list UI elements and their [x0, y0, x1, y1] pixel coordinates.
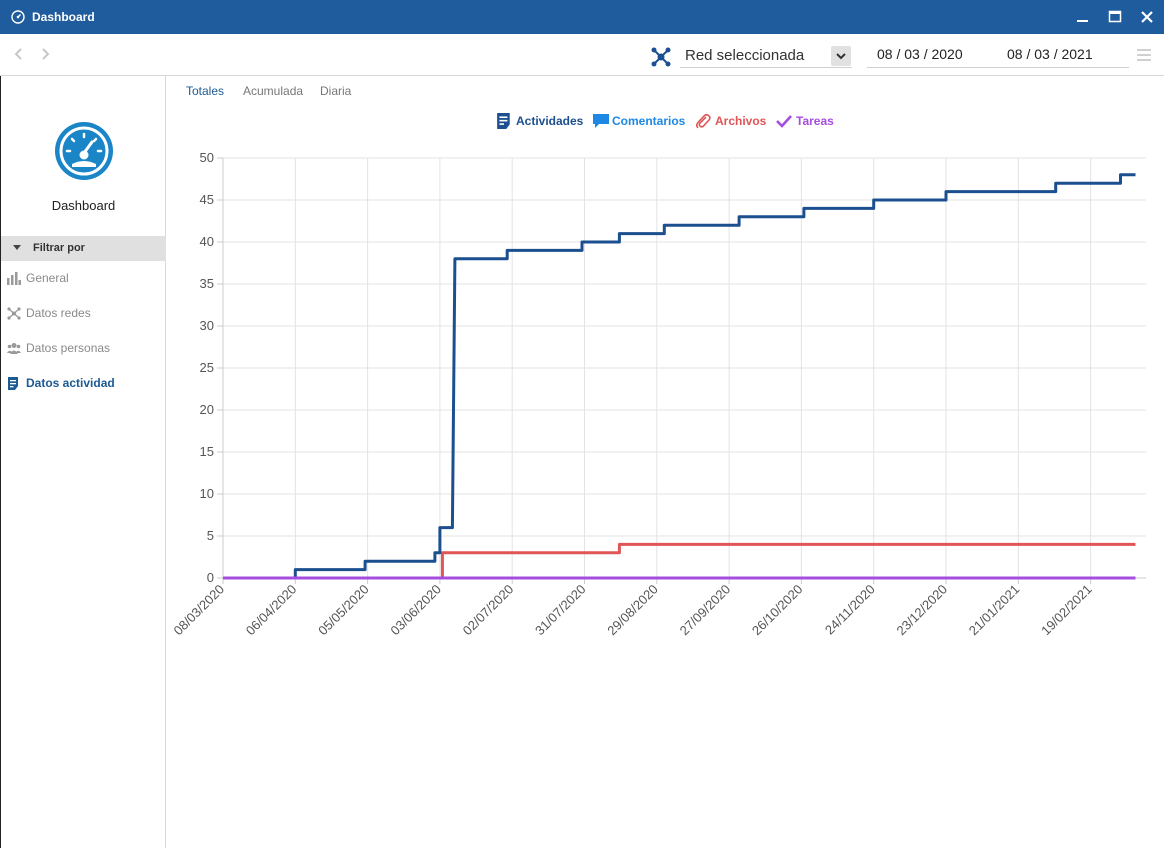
sidebar-item-label: Datos redes [26, 306, 91, 320]
sidebar-item-label: General [26, 271, 69, 285]
filter-header[interactable]: Filtrar por [1, 236, 166, 261]
close-icon[interactable] [1138, 8, 1156, 26]
y-tick-label: 45 [200, 192, 214, 207]
series-line-archivos [223, 542, 1136, 580]
network-select[interactable]: Red seleccionada [680, 44, 852, 68]
network-icon [7, 307, 21, 320]
checkmark-icon [776, 115, 792, 128]
start-date-field[interactable]: 08 / 03 / 2020 [867, 44, 997, 68]
legend-label: Actividades [516, 114, 584, 128]
activity-list-icon [497, 113, 510, 129]
back-arrow-icon[interactable] [12, 46, 26, 62]
sidebar-item-label: Datos personas [26, 341, 111, 355]
legend-label: Archivos [715, 114, 767, 128]
legend-label: Comentarios [612, 114, 686, 128]
x-tick-label: 26/10/2020 [749, 582, 806, 639]
x-tick-label: 21/01/2021 [966, 582, 1023, 639]
x-tick-label: 19/02/2021 [1038, 582, 1095, 639]
toolbar: Red seleccionada 08 / 03 / 2020 08 / 03 … [0, 34, 1164, 76]
y-tick-label: 0 [207, 570, 214, 585]
y-tick-label: 35 [200, 276, 214, 291]
x-tick-label: 29/08/2020 [604, 582, 661, 639]
x-tick-label: 23/12/2020 [893, 582, 950, 639]
sidebar-item-datos-personas[interactable]: Datos personas [7, 339, 162, 359]
y-tick-label: 20 [200, 402, 214, 417]
y-tick-label: 40 [200, 234, 214, 249]
caret-down-icon [13, 245, 21, 250]
dashboard-logo-icon [55, 122, 113, 180]
x-tick-label: 31/07/2020 [532, 582, 589, 639]
series-line-actividades [223, 173, 1136, 580]
y-tick-label: 25 [200, 360, 214, 375]
sidebar: Dashboard Filtrar por General Datos rede… [0, 76, 166, 848]
x-tick-label: 08/03/2020 [170, 582, 227, 639]
title-bar: Dashboard [0, 0, 1164, 34]
y-tick-label: 15 [200, 444, 214, 459]
x-tick-label: 06/04/2020 [243, 582, 300, 639]
x-tick-label: 03/06/2020 [387, 582, 444, 639]
network-select-value: Red seleccionada [685, 47, 805, 64]
sidebar-item-datos-actividad[interactable]: Datos actividad [7, 374, 162, 394]
x-tick-label: 05/05/2020 [315, 582, 372, 639]
x-tick-label: 24/11/2020 [822, 582, 878, 638]
window-title: Dashboard [32, 10, 95, 24]
forward-arrow-icon[interactable] [38, 46, 52, 62]
menu-icon[interactable] [1136, 47, 1152, 63]
tab-diaria[interactable]: Diaria [320, 84, 352, 98]
main-content: Totales Acumulada Diaria Actividades Com… [166, 76, 1164, 848]
filter-header-label: Filtrar por [33, 242, 85, 254]
activity-list-icon [8, 377, 18, 390]
x-tick-label: 02/07/2020 [460, 582, 517, 639]
sidebar-item-datos-redes[interactable]: Datos redes [7, 304, 162, 324]
sidebar-item-general[interactable]: General [7, 269, 162, 289]
tab-acumulada[interactable]: Acumulada [243, 84, 304, 98]
minimize-icon[interactable] [1074, 8, 1092, 26]
bar-chart-icon [7, 272, 21, 285]
paperclip-icon [695, 113, 711, 129]
sidebar-item-label: Datos actividad [26, 376, 115, 390]
end-date-field[interactable]: 08 / 03 / 2021 [997, 44, 1129, 68]
sidebar-title: Dashboard [51, 198, 116, 213]
y-tick-label: 5 [207, 528, 214, 543]
tab-totales[interactable]: Totales [186, 84, 225, 98]
y-tick-label: 30 [200, 318, 214, 333]
chevron-down-icon [836, 53, 846, 60]
x-tick-label: 27/09/2020 [677, 582, 734, 639]
dashboard-gauge-icon [11, 10, 25, 24]
line-chart: 0 5 10 15 20 25 30 35 40 45 50 08/03/2020 06/04/2020… [170, 150, 1146, 639]
legend-label: Tareas [796, 114, 834, 128]
y-tick-label: 10 [200, 486, 214, 501]
people-icon [7, 343, 21, 354]
maximize-icon[interactable] [1106, 8, 1124, 26]
dropdown-button[interactable] [831, 46, 851, 66]
y-tick-label: 50 [200, 150, 214, 165]
chart-legend: Actividades Comentarios Archivos Tareas [496, 112, 896, 130]
network-nodes-icon [651, 47, 671, 67]
comment-icon [593, 114, 609, 128]
